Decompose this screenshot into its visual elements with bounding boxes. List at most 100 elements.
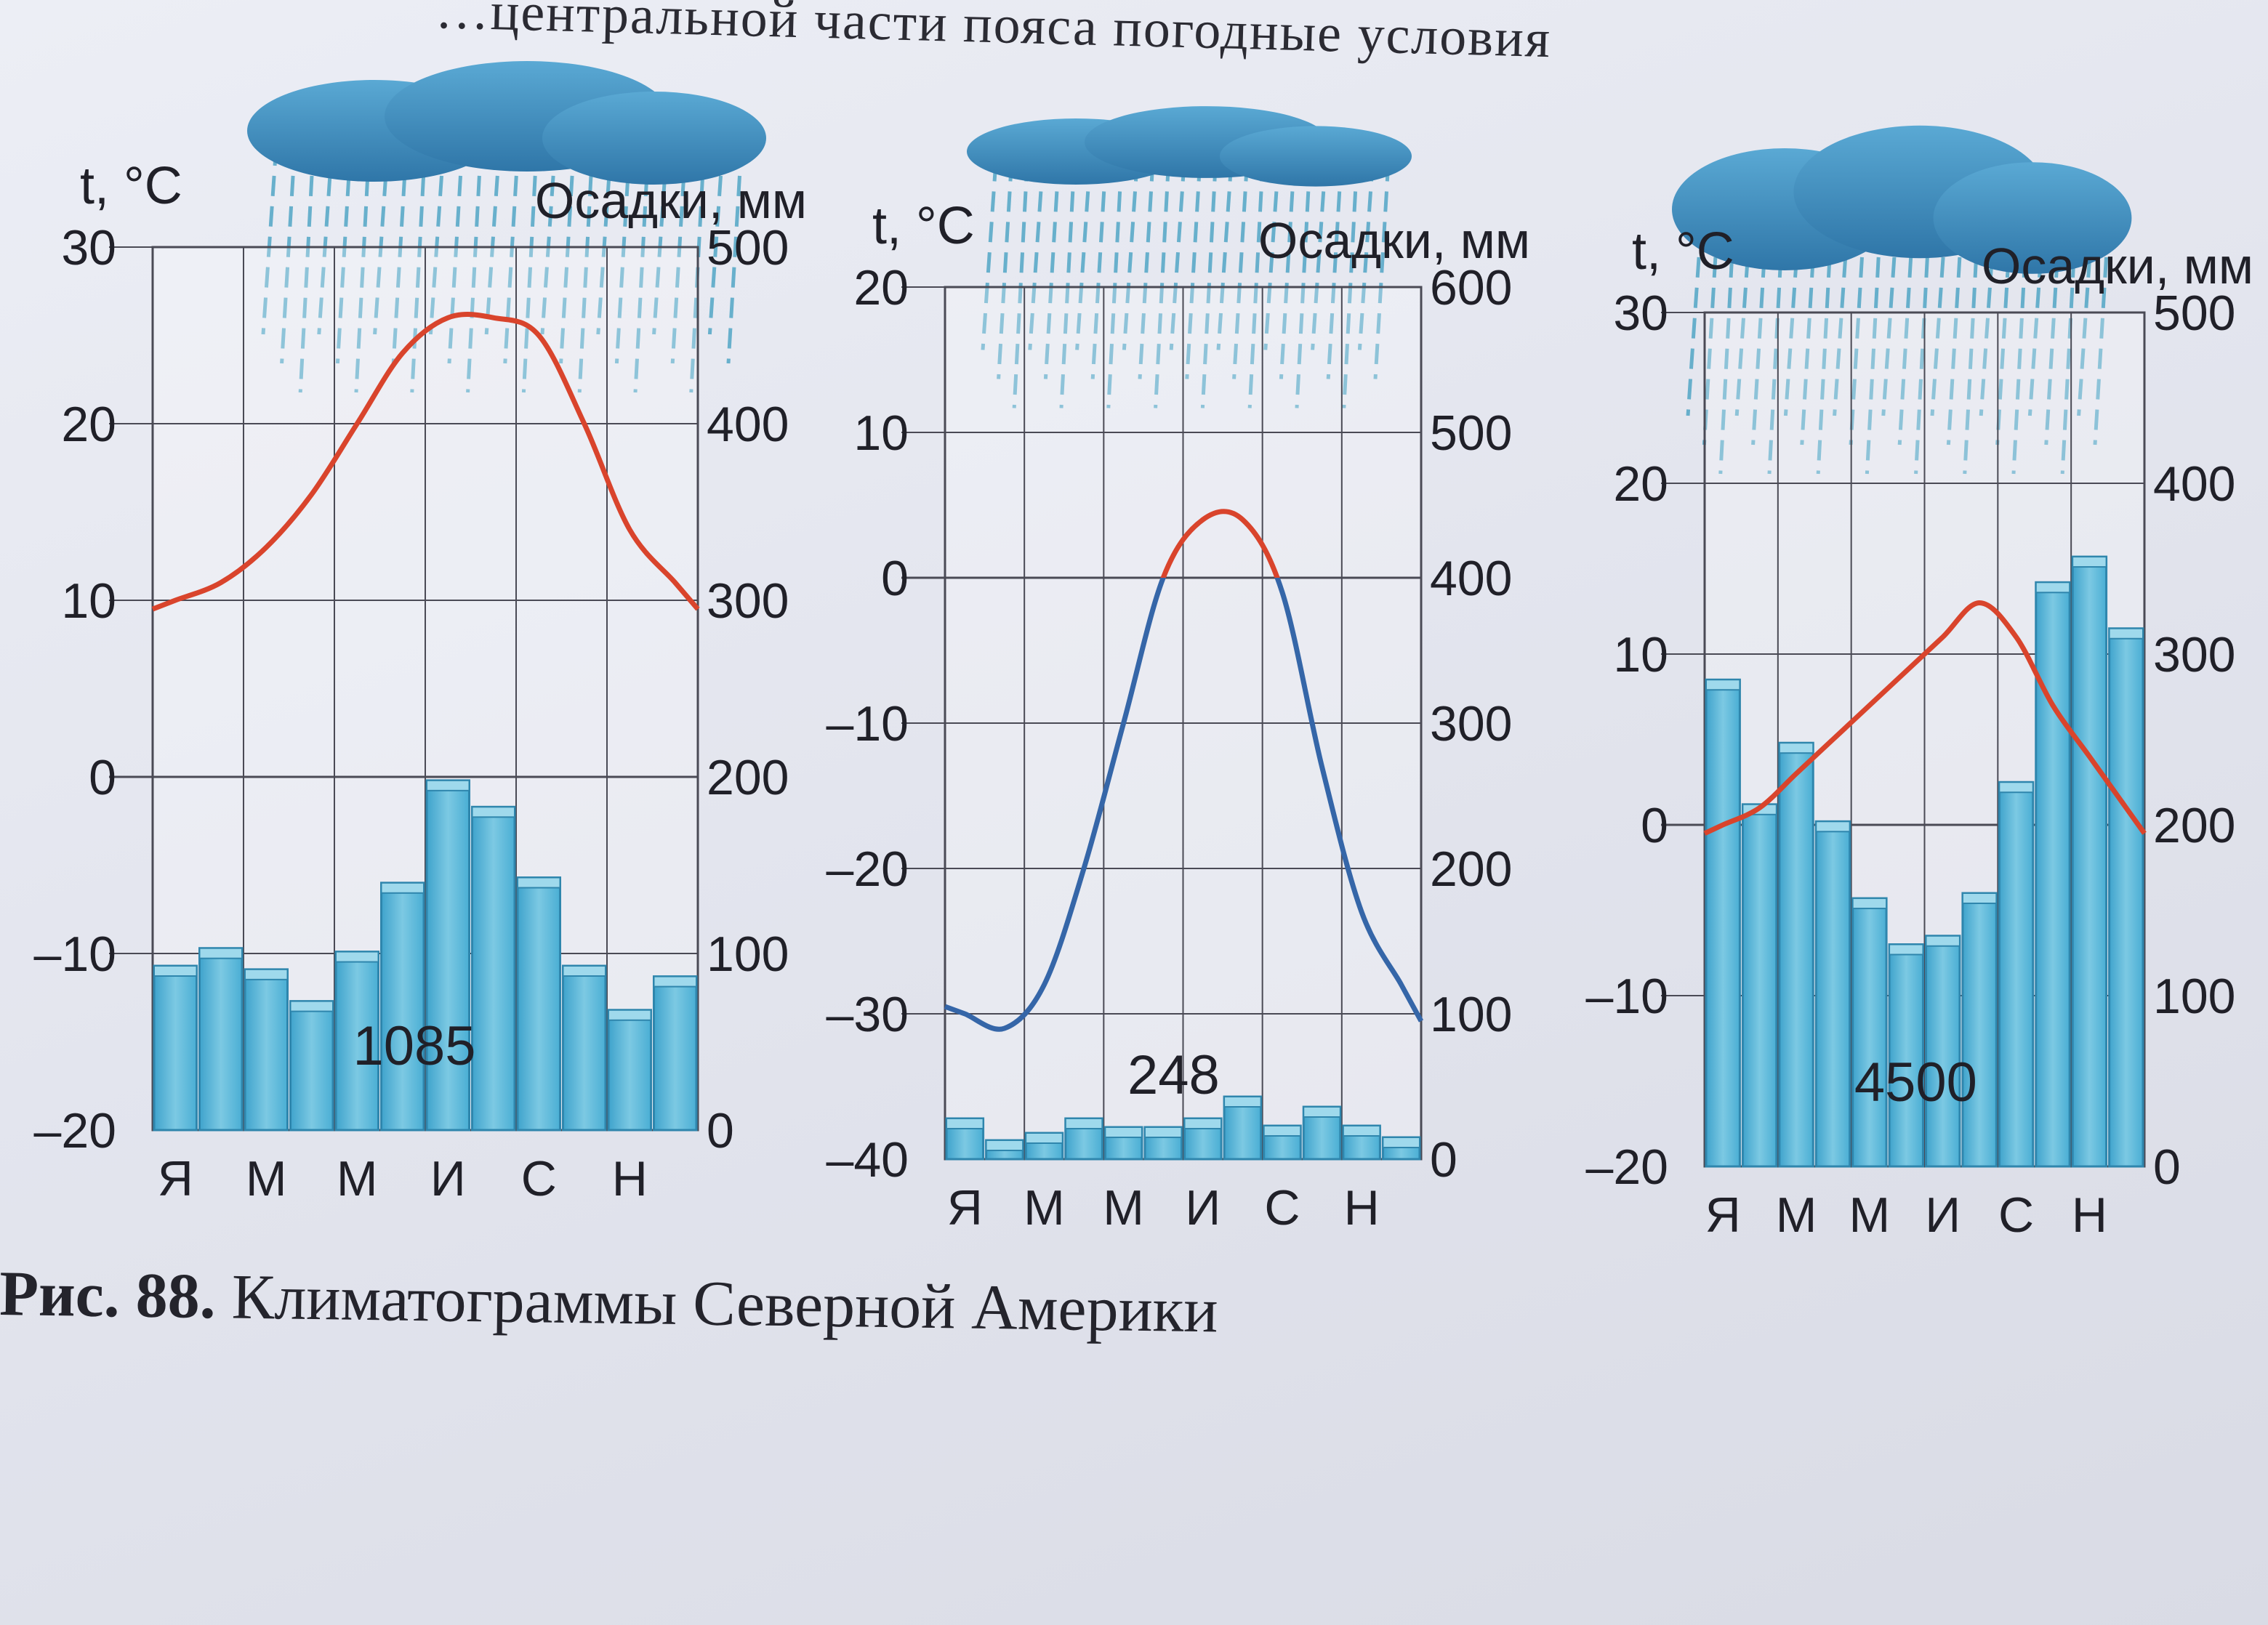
rain-streak xyxy=(1263,161,1281,350)
rain-streak xyxy=(1963,226,1980,475)
precip-bar-top xyxy=(2072,556,2107,568)
precip-tick-label: 100 xyxy=(707,927,789,982)
precip-bar xyxy=(1778,741,1814,1168)
rain-streak xyxy=(1232,161,1250,379)
rain-streak xyxy=(559,145,576,364)
precip-bar-top xyxy=(1815,820,1851,833)
precip-tick-label: 500 xyxy=(707,220,789,275)
precip-tick-label: 400 xyxy=(707,397,789,452)
precip-bar xyxy=(1705,678,1741,1168)
rain-streak xyxy=(1247,161,1265,408)
temp-tick-label: –20 xyxy=(827,842,909,897)
rain-streak xyxy=(540,145,558,335)
precip-tick-label: 300 xyxy=(1430,696,1512,751)
month-label: И xyxy=(1185,1180,1221,1235)
rain-streak xyxy=(1897,226,1915,445)
rain-streak xyxy=(981,161,998,350)
month-label: Н xyxy=(612,1151,648,1206)
rain-streak xyxy=(2093,226,2110,445)
rain-streak xyxy=(484,145,502,335)
rain-streak xyxy=(298,145,315,393)
month-label: И xyxy=(430,1151,466,1206)
precip-tick-label: 300 xyxy=(707,573,789,629)
temp-tick-label: 10 xyxy=(1613,627,1668,682)
precip-tick-label: 400 xyxy=(1430,551,1512,606)
precip-bar-top xyxy=(1064,1118,1103,1129)
rain-streak xyxy=(1059,161,1077,408)
precip-bar xyxy=(1851,897,1888,1168)
precip-tick-label: 200 xyxy=(1430,842,1512,897)
temp-tick-label: 20 xyxy=(853,260,909,315)
precip-bar-top xyxy=(1303,1106,1341,1118)
precip-bar-top xyxy=(198,947,243,959)
precip-tick-label: 0 xyxy=(1430,1132,1457,1188)
precip-tick-label: 100 xyxy=(2153,969,2235,1024)
temp-axis-label: t, °C xyxy=(872,197,975,255)
rain-streak xyxy=(1342,161,1359,408)
rain-streak xyxy=(1865,226,1882,475)
temp-tick-label: 30 xyxy=(1613,286,1668,341)
rain-streak xyxy=(1106,161,1124,408)
rain-streak xyxy=(1946,226,1963,445)
month-label: М xyxy=(246,1151,287,1206)
precip-bar-top xyxy=(289,1000,334,1012)
month-label: С xyxy=(521,1151,557,1206)
precip-bar xyxy=(1961,892,1998,1168)
rain-streak xyxy=(335,145,353,364)
rain-streak xyxy=(1279,161,1296,379)
temp-tick-label: –30 xyxy=(827,987,909,1042)
rain-streak xyxy=(997,161,1014,379)
cloud-part xyxy=(1933,162,2132,274)
temp-tick-label: –20 xyxy=(1586,1140,1668,1195)
rain-streak xyxy=(633,145,651,393)
precip-bar-top xyxy=(1889,943,1924,956)
month-label: Н xyxy=(1344,1180,1380,1235)
rain-streak xyxy=(521,145,539,393)
precip-bar xyxy=(1888,943,1924,1168)
rain-streak xyxy=(1138,161,1155,379)
rain-streak xyxy=(1216,161,1234,350)
rain-streak xyxy=(1718,226,1736,475)
precip-tick-label: 100 xyxy=(1430,987,1512,1042)
temp-tick-label: –10 xyxy=(827,696,909,751)
temp-tick-label: –10 xyxy=(34,927,116,982)
rain-streak xyxy=(391,145,409,364)
temperature-line-warm xyxy=(151,312,700,612)
precip-bar-top xyxy=(1382,1137,1420,1148)
precip-bar xyxy=(1998,781,2035,1168)
temp-tick-label: 10 xyxy=(853,406,909,461)
precip-bar xyxy=(198,947,244,1132)
rain-streak xyxy=(1295,161,1312,408)
precip-bar-top xyxy=(1705,679,1741,691)
temp-tick-label: 10 xyxy=(61,573,116,629)
month-label: М xyxy=(337,1151,378,1206)
precip-bar-top xyxy=(1998,781,2034,794)
rain-streak xyxy=(1816,226,1833,475)
rain-streak xyxy=(1357,161,1375,350)
rain-streak xyxy=(1373,161,1391,379)
month-label: М xyxy=(1776,1188,1817,1243)
month-label: Я xyxy=(1705,1188,1741,1243)
precip-axis-label: Осадки, мм xyxy=(1982,238,2253,294)
annual-precip-label: 4500 xyxy=(1854,1052,1977,1113)
rain-streak xyxy=(466,145,483,393)
rain-streak xyxy=(1914,226,1931,475)
precip-axis-label: Осадки, мм xyxy=(535,172,807,229)
rain-streak xyxy=(1043,161,1061,379)
temp-tick-label: 0 xyxy=(881,551,909,606)
precip-bar-top xyxy=(1851,898,1888,910)
rain-streak xyxy=(1881,226,1899,416)
month-label: И xyxy=(1925,1188,1961,1243)
precip-bar-top xyxy=(1104,1126,1143,1138)
rain-streak xyxy=(1154,161,1171,408)
temp-tick-label: –20 xyxy=(34,1103,116,1158)
rain-streak xyxy=(503,145,520,364)
rain-streak xyxy=(1090,161,1108,379)
precip-bar-top xyxy=(1183,1118,1223,1129)
precip-bar xyxy=(425,779,470,1132)
annual-precip-label: 1085 xyxy=(353,1015,475,1077)
precip-bar xyxy=(153,964,198,1132)
temp-axis-label: t, °C xyxy=(80,157,182,215)
month-label: Н xyxy=(2072,1188,2107,1243)
